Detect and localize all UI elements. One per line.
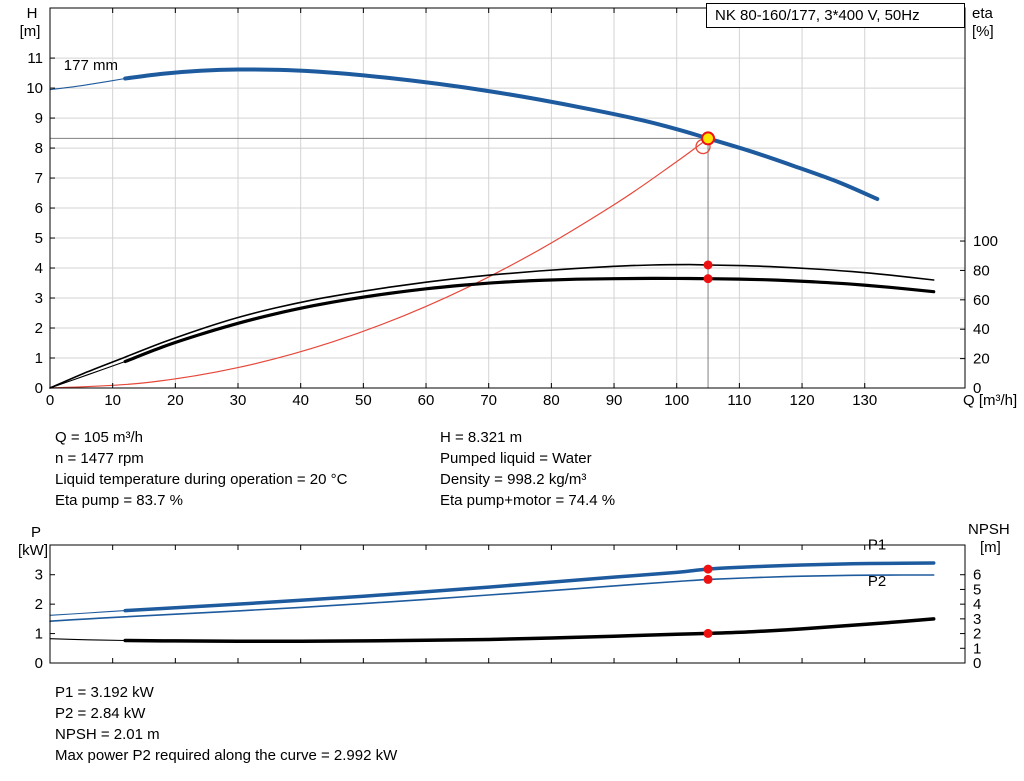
npsh-curve <box>123 617 936 644</box>
eta-pump-motor-curve-lead <box>49 360 126 389</box>
curve-label: P1 <box>868 537 886 554</box>
pump-designation-box: NK 80-160/177, 3*400 V, 50Hz <box>706 3 965 28</box>
pump-designation-label: NK 80-160/177, 3*400 V, 50Hz <box>715 7 920 24</box>
right-axis-title: eta <box>972 5 994 22</box>
info-line-pumped-liquid: Pumped liquid = Water <box>440 450 592 467</box>
plot-frame <box>49 7 966 389</box>
info-line-eta-pump: Eta pump = 83.7 % <box>55 492 183 509</box>
y-tick-label-right: 0 <box>973 380 981 397</box>
curve-label: P2 <box>868 573 886 590</box>
y-tick-label-left: 7 <box>35 170 43 187</box>
npsh-point <box>703 628 713 638</box>
info-line-p1: P1 = 3.192 kW <box>55 684 154 701</box>
x-axis-title: Q [m³/h] <box>963 392 1017 409</box>
system-curve <box>49 137 709 389</box>
p1-curve <box>123 561 936 613</box>
info-line-liquid-temp: Liquid temperature during operation = 20… <box>55 471 348 488</box>
x-tick-label: 20 <box>167 392 184 409</box>
info-line-n: n = 1477 rpm <box>55 450 144 467</box>
y-tick-label-left: 0 <box>35 655 43 672</box>
x-tick-label: 60 <box>418 392 435 409</box>
y-tick-label-right: 1 <box>973 640 981 657</box>
info-line-eta-pump-motor: Eta pump+motor = 74.4 % <box>440 492 616 509</box>
eta-pump-curve <box>49 263 935 389</box>
left-axis-title: P <box>31 524 41 541</box>
curve-label: 177 mm <box>64 57 118 74</box>
duty-info-right-column: H = 8.321 m Pumped liquid = Water Densit… <box>440 427 615 511</box>
x-tick-label: 80 <box>543 392 560 409</box>
npsh-curve-lead <box>49 638 126 642</box>
y-tick-label-right: 3 <box>973 611 981 628</box>
y-tick-label-left: 6 <box>35 200 43 217</box>
y-tick-label-right: 5 <box>973 581 981 598</box>
y-tick-label-right: 6 <box>973 567 981 584</box>
p1-point <box>703 564 713 574</box>
info-line-max-power: Max power P2 required along the curve = … <box>55 747 398 764</box>
y-tick-label-left: 9 <box>35 110 43 127</box>
y-tick-label-left: 1 <box>35 350 43 367</box>
eta-pump-motor-curve <box>123 276 936 364</box>
p1-curve-lead <box>49 610 126 616</box>
x-tick-label: 50 <box>355 392 372 409</box>
info-line-p2: P2 = 2.84 kW <box>55 705 146 722</box>
info-line-npsh: NPSH = 2.01 m <box>55 726 160 743</box>
p2-point <box>703 574 713 584</box>
x-tick-label: 130 <box>852 392 877 409</box>
y-tick-label-left: 5 <box>35 230 43 247</box>
y-tick-label-left: 10 <box>26 80 43 97</box>
info-line-h: H = 8.321 m <box>440 429 523 446</box>
y-tick-label-left: 3 <box>35 567 43 584</box>
info-line-density: Density = 998.2 kg/m³ <box>440 471 587 488</box>
x-tick-label: 10 <box>104 392 121 409</box>
right-axis-title: NPSH <box>968 521 1010 538</box>
head-curve-177mm-lead <box>49 77 126 91</box>
y-tick-label-right: 2 <box>973 626 981 643</box>
head-curve-177mm <box>123 67 880 201</box>
x-tick-label: 90 <box>606 392 623 409</box>
y-tick-label-left: 8 <box>35 140 43 157</box>
y-tick-label-left: 2 <box>35 596 43 613</box>
x-tick-label: 40 <box>292 392 309 409</box>
left-axis-title: [m] <box>20 23 41 40</box>
y-tick-label-right: 40 <box>973 321 990 338</box>
y-tick-label-right: 20 <box>973 351 990 368</box>
right-axis-title: [%] <box>972 23 994 40</box>
y-tick-label-left: 3 <box>35 290 43 307</box>
eta-pump-motor-point <box>703 274 713 284</box>
duty-info-left-column: Q = 105 m³/h n = 1477 rpm Liquid tempera… <box>55 427 347 511</box>
y-tick-label-right: 60 <box>973 292 990 309</box>
x-tick-label: 30 <box>230 392 247 409</box>
y-tick-label-left: 0 <box>35 380 43 397</box>
x-tick-label: 120 <box>790 392 815 409</box>
right-axis-title: [m] <box>980 539 1001 556</box>
left-axis-title: [kW] <box>18 542 48 559</box>
x-tick-label: 110 <box>727 392 751 409</box>
y-tick-label-left: 11 <box>27 50 43 67</box>
x-tick-label: 0 <box>46 392 54 409</box>
duty-point <box>701 131 716 146</box>
y-tick-label-left: 2 <box>35 320 43 337</box>
info-line-q: Q = 105 m³/h <box>55 429 143 446</box>
p2-curve <box>49 574 935 622</box>
power-info-column: P1 = 3.192 kW P2 = 2.84 kW NPSH = 2.01 m… <box>55 682 397 766</box>
x-tick-label: 70 <box>480 392 497 409</box>
qh-eta-chart: 0 10 20 30 40 50 60 70 80 90 100 110 120 130012345678… <box>20 5 1018 409</box>
y-tick-label-right: 100 <box>973 233 998 250</box>
left-axis-title: H <box>27 5 38 22</box>
y-tick-label-left: 1 <box>35 626 43 643</box>
eta-pump-point <box>703 260 713 270</box>
y-tick-label-right: 0 <box>973 655 981 672</box>
x-tick-label: 100 <box>664 392 689 409</box>
y-tick-label-right: 4 <box>973 596 981 613</box>
y-tick-label-left: 4 <box>35 260 43 277</box>
y-tick-label-right: 80 <box>973 262 990 279</box>
